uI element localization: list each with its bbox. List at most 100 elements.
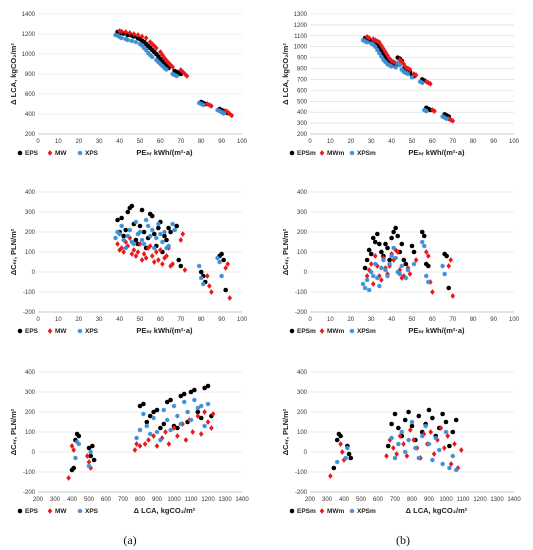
point-mwm: [385, 52, 390, 59]
chart-a2: -200 -100 0 100 200 300 400 0 10 20 30 40 50 60 70 80 90…: [9, 190, 248, 335]
y-tick-label: 400: [297, 370, 308, 376]
point-xpsm: [362, 285, 368, 291]
x-tick-label: 90: [218, 317, 225, 323]
legend-label-mw: MW: [55, 328, 67, 335]
point-eps: [76, 433, 82, 439]
point-xpsm: [368, 41, 374, 46]
x-tick-label: 200: [305, 497, 316, 503]
point-mw: [131, 247, 137, 253]
point-epsm: [440, 411, 445, 417]
y-tick-label: 500: [297, 99, 308, 105]
point-xps: [149, 227, 155, 233]
legend-label-epsm: EPSm: [297, 508, 316, 515]
point-xps: [151, 415, 156, 421]
point-eps: [151, 409, 156, 415]
point-xps: [164, 417, 170, 423]
legend-marker-mwm: [319, 150, 325, 156]
y-tick-label: 100: [25, 430, 36, 436]
point-eps: [149, 213, 155, 219]
point-epsm: [377, 241, 382, 247]
point-eps: [125, 209, 131, 215]
point-mwm: [395, 249, 401, 255]
point-mwm: [384, 453, 389, 459]
point-xpsm: [391, 245, 396, 251]
point-eps: [161, 421, 167, 427]
x-tick-label: 1400: [235, 497, 249, 503]
point-xpsm: [395, 269, 401, 275]
y-tick-label: 600: [25, 92, 36, 98]
point-mw: [69, 443, 75, 449]
x-tick-label: 30: [368, 139, 375, 145]
point-epsm: [450, 429, 456, 435]
y-tick-label: 400: [25, 112, 36, 118]
point-xps: [219, 273, 224, 279]
legend-marker-mwm: [319, 328, 325, 334]
point-mw: [133, 253, 139, 259]
point-epsm: [426, 263, 431, 269]
point-xpsm: [447, 465, 452, 471]
point-mw: [154, 249, 159, 255]
point-xpsm: [389, 435, 394, 441]
x-tick-label: 50: [409, 317, 416, 323]
point-xpsm: [375, 47, 380, 53]
legend-marker-eps: [17, 328, 23, 334]
y-tick-label: 1000: [294, 45, 308, 51]
point-mw: [175, 433, 180, 439]
point-mw: [164, 57, 169, 64]
point-mw: [154, 45, 159, 51]
y-tick-label: -200: [295, 310, 308, 316]
point-mw: [209, 425, 214, 431]
x-tick-label: 40: [388, 139, 395, 145]
point-eps: [168, 397, 173, 403]
point-mw: [149, 253, 155, 259]
point-mw: [151, 259, 157, 265]
point-epsm: [362, 265, 368, 271]
point-mw: [170, 261, 175, 267]
point-eps: [175, 425, 180, 431]
point-epsm: [453, 417, 459, 423]
point-xpsm: [368, 269, 374, 275]
legend-marker-xps: [77, 328, 83, 334]
point-epsm: [409, 243, 415, 249]
point-mw: [171, 425, 177, 431]
point-mwm: [340, 449, 345, 455]
point-mw: [205, 419, 211, 425]
caption-a: (a): [123, 533, 136, 547]
x-tick-label: 40: [116, 317, 123, 323]
y-tick-label: 100: [297, 430, 308, 436]
point-mwm: [381, 46, 386, 52]
point-mwm: [426, 79, 431, 86]
point-xps: [215, 255, 220, 261]
y-tick-label: 0: [304, 270, 308, 276]
point-xps: [175, 413, 180, 419]
point-mwm: [452, 441, 457, 447]
point-mw: [127, 235, 133, 241]
point-xps: [205, 401, 211, 407]
x-tick-label: 0: [308, 317, 312, 323]
point-eps: [178, 263, 184, 269]
point-mwm: [366, 267, 372, 273]
y-tick-label: 100: [297, 250, 308, 256]
y-tick-label: 1100: [294, 34, 308, 40]
x-tick-label: 40: [116, 139, 123, 145]
point-eps: [154, 407, 160, 413]
point-mwm: [450, 293, 456, 299]
point-xps: [196, 100, 202, 106]
y-tick-label: 0: [32, 450, 36, 456]
point-mw: [202, 409, 207, 415]
point-xps: [135, 231, 141, 237]
point-mwm: [423, 78, 429, 85]
x-axis-label: PEₙᵣ kWh/(m²·a): [408, 326, 465, 335]
point-eps: [178, 393, 184, 399]
point-xpsm: [402, 449, 408, 455]
point-xps: [195, 405, 201, 411]
point-mwm: [401, 61, 407, 68]
point-mw: [166, 441, 172, 447]
point-xpsm: [387, 62, 392, 68]
point-eps: [71, 465, 76, 471]
point-xps: [119, 223, 124, 229]
point-mw: [168, 263, 173, 269]
point-epsm: [392, 411, 398, 417]
x-tick-label: 400: [67, 497, 78, 503]
point-mw: [227, 111, 233, 117]
